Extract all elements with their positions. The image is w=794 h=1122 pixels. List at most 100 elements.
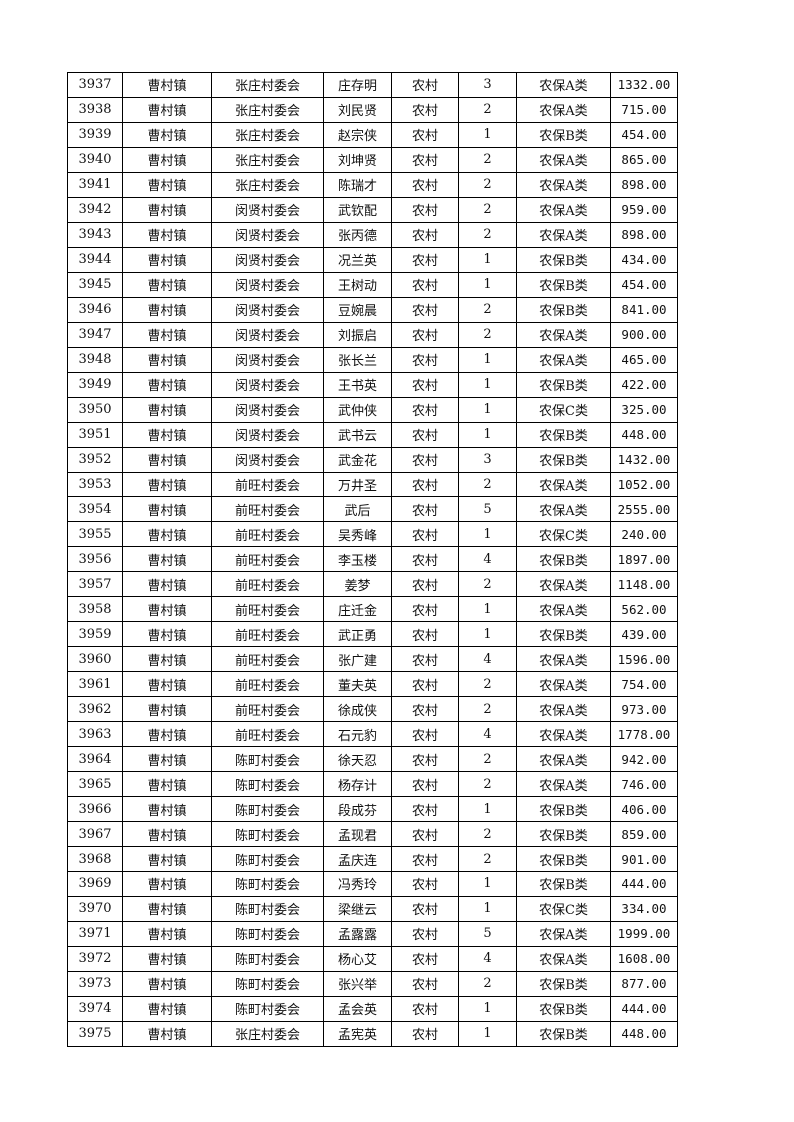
household-size-cell: 3	[458, 446, 517, 473]
row-number-cell: 3940	[67, 146, 123, 173]
household-type-cell: 农村	[391, 271, 459, 298]
name-cell: 姜梦	[323, 571, 392, 598]
insurance-category-cell: 农保B类	[516, 821, 611, 848]
village-committee-cell: 闵贤村委会	[211, 396, 324, 423]
table-row: 3960 曹村镇 前旺村委会 张广建 农村 4 农保A类 1596.00	[67, 646, 678, 673]
village-committee-cell: 陈町村委会	[211, 895, 324, 922]
name-cell: 孟会英	[323, 995, 392, 1022]
table-row: 3953 曹村镇 前旺村委会 万井圣 农村 2 农保A类 1052.00	[67, 471, 678, 498]
row-number-cell: 3951	[67, 421, 123, 448]
row-number-cell: 3938	[67, 96, 123, 123]
village-committee-cell: 陈町村委会	[211, 746, 324, 773]
insurance-category-cell: 农保B类	[516, 446, 611, 473]
village-committee-cell: 前旺村委会	[211, 646, 324, 673]
town-cell: 曹村镇	[122, 296, 212, 323]
village-committee-cell: 前旺村委会	[211, 596, 324, 623]
amount-cell: 2555.00	[610, 496, 678, 523]
insurance-category-cell: 农保C类	[516, 396, 611, 423]
village-committee-cell: 陈町村委会	[211, 771, 324, 798]
town-cell: 曹村镇	[122, 196, 212, 223]
household-size-cell: 1	[458, 396, 517, 423]
household-size-cell: 1	[458, 621, 517, 648]
insurance-category-cell: 农保B类	[516, 621, 611, 648]
household-size-cell: 4	[458, 546, 517, 573]
insurance-category-cell: 农保A类	[516, 196, 611, 223]
town-cell: 曹村镇	[122, 421, 212, 448]
village-committee-cell: 陈町村委会	[211, 821, 324, 848]
household-type-cell: 农村	[391, 196, 459, 223]
row-number-cell: 3974	[67, 995, 123, 1022]
amount-cell: 1999.00	[610, 920, 678, 947]
row-number-cell: 3955	[67, 521, 123, 548]
insurance-category-cell: 农保B类	[516, 271, 611, 298]
amount-cell: 1897.00	[610, 546, 678, 573]
insurance-category-cell: 农保B类	[516, 296, 611, 323]
amount-cell: 325.00	[610, 396, 678, 423]
name-cell: 王书英	[323, 371, 392, 398]
name-cell: 武书云	[323, 421, 392, 448]
insurance-category-cell: 农保B类	[516, 121, 611, 148]
household-size-cell: 2	[458, 196, 517, 223]
table-row: 3943 曹村镇 闵贤村委会 张丙德 农村 2 农保A类 898.00	[67, 221, 678, 248]
village-committee-cell: 陈町村委会	[211, 796, 324, 823]
name-cell: 武金花	[323, 446, 392, 473]
table-row: 3973 曹村镇 陈町村委会 张兴举 农村 2 农保B类 877.00	[67, 970, 678, 997]
household-size-cell: 2	[458, 821, 517, 848]
row-number-cell: 3967	[67, 821, 123, 848]
town-cell: 曹村镇	[122, 920, 212, 947]
insurance-category-cell: 农保A类	[516, 771, 611, 798]
insurance-category-cell: 农保A类	[516, 96, 611, 123]
table-row: 3956 曹村镇 前旺村委会 李玉楼 农村 4 农保B类 1897.00	[67, 546, 678, 573]
amount-cell: 562.00	[610, 596, 678, 623]
row-number-cell: 3969	[67, 871, 123, 897]
table-row: 3955 曹村镇 前旺村委会 吴秀峰 农村 1 农保C类 240.00	[67, 521, 678, 548]
town-cell: 曹村镇	[122, 846, 212, 872]
household-type-cell: 农村	[391, 671, 459, 698]
name-cell: 武后	[323, 496, 392, 523]
row-number-cell: 3958	[67, 596, 123, 623]
insurance-category-cell: 农保B类	[516, 970, 611, 997]
table-row: 3947 曹村镇 闵贤村委会 刘振启 农村 2 农保A类 900.00	[67, 321, 678, 348]
village-committee-cell: 闵贤村委会	[211, 221, 324, 248]
town-cell: 曹村镇	[122, 346, 212, 373]
household-type-cell: 农村	[391, 72, 459, 98]
table-row: 3958 曹村镇 前旺村委会 庄迁金 农村 1 农保A类 562.00	[67, 596, 678, 623]
household-size-cell: 1	[458, 421, 517, 448]
insurance-category-cell: 农保A类	[516, 671, 611, 698]
town-cell: 曹村镇	[122, 521, 212, 548]
town-cell: 曹村镇	[122, 546, 212, 573]
village-committee-cell: 前旺村委会	[211, 521, 324, 548]
table-row: 3942 曹村镇 闵贤村委会 武钦配 农村 2 农保A类 959.00	[67, 196, 678, 223]
insurance-category-cell: 农保A类	[516, 721, 611, 748]
row-number-cell: 3950	[67, 396, 123, 423]
row-number-cell: 3964	[67, 746, 123, 773]
household-type-cell: 农村	[391, 895, 459, 922]
village-committee-cell: 前旺村委会	[211, 571, 324, 598]
table-row: 3952 曹村镇 闵贤村委会 武金花 农村 3 农保B类 1432.00	[67, 446, 678, 473]
household-size-cell: 1	[458, 371, 517, 398]
village-committee-cell: 张庄村委会	[211, 171, 324, 198]
beneficiary-table: 3937 曹村镇 张庄村委会 庄存明 农村 3 农保A类 1332.00 3938 曹村镇 张庄村委…	[67, 72, 678, 1047]
row-number-cell: 3973	[67, 970, 123, 997]
household-type-cell: 农村	[391, 121, 459, 148]
amount-cell: 898.00	[610, 171, 678, 198]
household-size-cell: 1	[458, 121, 517, 148]
amount-cell: 754.00	[610, 671, 678, 698]
amount-cell: 1332.00	[610, 72, 678, 98]
household-type-cell: 农村	[391, 596, 459, 623]
row-number-cell: 3944	[67, 246, 123, 273]
name-cell: 冯秀玲	[323, 871, 392, 897]
name-cell: 杨存计	[323, 771, 392, 798]
household-type-cell: 农村	[391, 1020, 459, 1047]
row-number-cell: 3971	[67, 920, 123, 947]
amount-cell: 942.00	[610, 746, 678, 773]
village-committee-cell: 闵贤村委会	[211, 321, 324, 348]
village-committee-cell: 陈町村委会	[211, 871, 324, 897]
town-cell: 曹村镇	[122, 72, 212, 98]
household-type-cell: 农村	[391, 771, 459, 798]
insurance-category-cell: 农保B类	[516, 846, 611, 872]
insurance-category-cell: 农保A类	[516, 945, 611, 972]
village-committee-cell: 前旺村委会	[211, 546, 324, 573]
village-committee-cell: 前旺村委会	[211, 696, 324, 723]
village-committee-cell: 闵贤村委会	[211, 371, 324, 398]
